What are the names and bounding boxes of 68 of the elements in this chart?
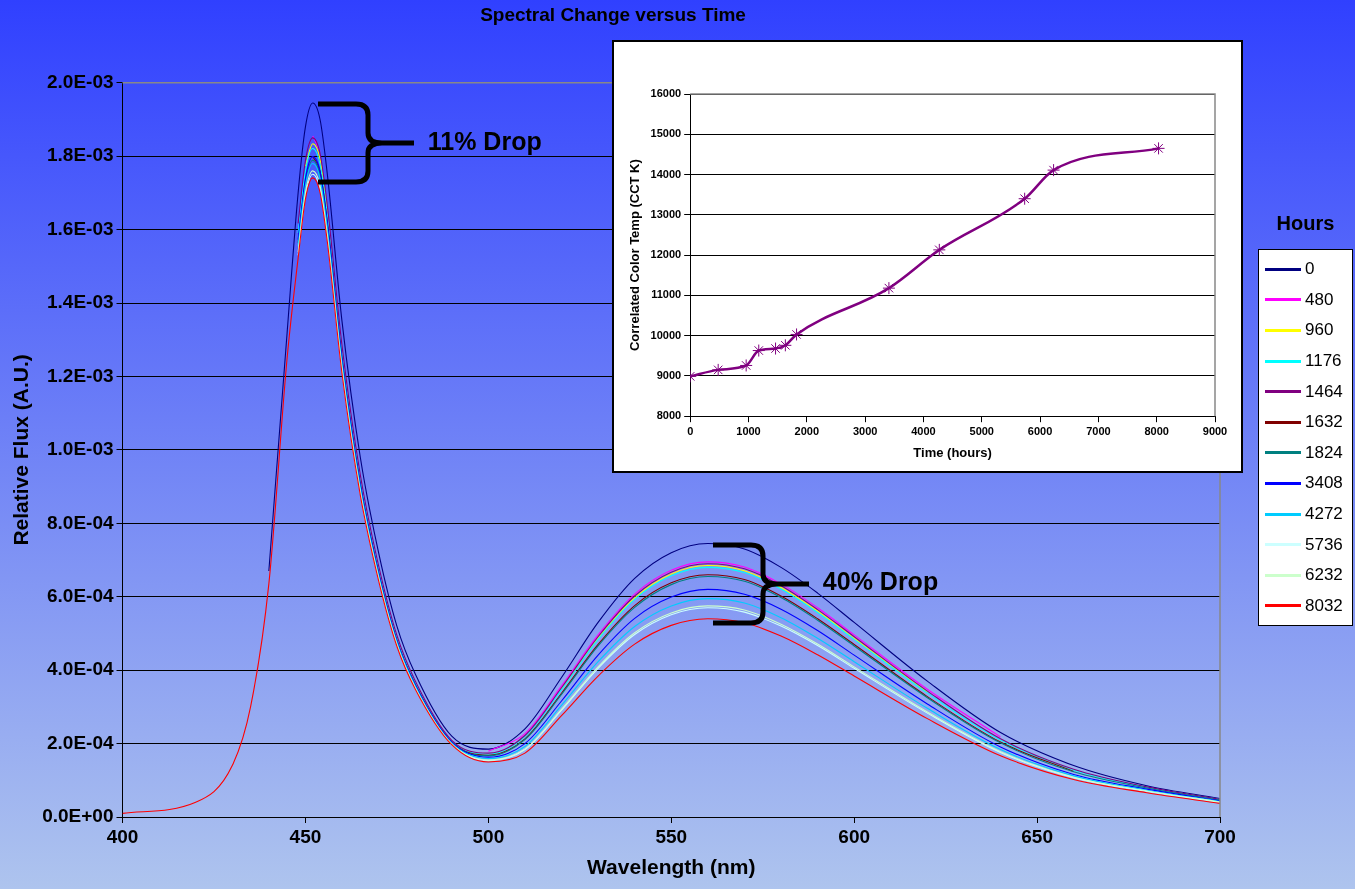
- point: [752, 344, 766, 358]
- point: [711, 363, 725, 377]
- legend-label: 1824: [1305, 442, 1343, 463]
- legend-label: 1176: [1305, 351, 1342, 372]
- legend-title: Hours: [1275, 212, 1336, 235]
- point: [1018, 192, 1032, 206]
- y-tick-label: 8000: [656, 409, 682, 422]
- legend-label: 960: [1305, 320, 1334, 341]
- y-axis-title: Correlated Color Temp (CCT K): [627, 159, 643, 352]
- y-tick-label: 6.0E-04: [46, 584, 114, 606]
- point: [769, 342, 783, 356]
- x-tick-label: 6000: [1027, 424, 1053, 437]
- y-axis-title: Relative Flux (A.U.): [9, 354, 33, 546]
- y-tick-label: 2.0E-04: [46, 731, 114, 753]
- x-tick-label: 9000: [1202, 424, 1228, 437]
- y-tick-label: 12000: [650, 248, 682, 261]
- x-tick-label: 0: [687, 424, 694, 437]
- x-axis-title: Wavelength (nm): [587, 855, 756, 879]
- y-tick-label: 10000: [650, 328, 682, 341]
- x-tick-label: 2000: [794, 424, 820, 437]
- y-tick-label: 0.0E+00: [42, 805, 114, 827]
- y-tick-label: 1.2E-03: [46, 364, 114, 386]
- x-tick-label: 700: [1204, 825, 1236, 847]
- x-tick-label: 7000: [1086, 424, 1111, 437]
- x-tick-label: 450: [289, 825, 322, 847]
- x-tick-label: 5000: [969, 424, 994, 437]
- legend-label: 1632: [1305, 412, 1343, 433]
- point: [778, 338, 792, 352]
- point: [1152, 141, 1166, 155]
- y-tick-label: 1.8E-03: [46, 144, 114, 166]
- y-tick-label: 1.0E-03: [46, 438, 114, 460]
- y-tick-label: 13000: [650, 207, 682, 220]
- x-tick-label: 4000: [911, 424, 936, 437]
- x-tick-label: 1000: [736, 424, 761, 437]
- point: [739, 358, 753, 372]
- y-tick-label: 11000: [651, 288, 682, 301]
- y-tick-label: 1.4E-03: [46, 291, 114, 313]
- legend-label: 8032: [1305, 595, 1343, 616]
- y-tick-label: 14000: [650, 167, 682, 180]
- legend-label: 4272: [1305, 504, 1343, 525]
- y-tick-label: 1.6E-03: [46, 217, 114, 239]
- point: [882, 281, 896, 295]
- y-tick-label: 4.0E-04: [46, 658, 114, 680]
- legend-label: 6232: [1305, 565, 1343, 586]
- chart-title: Spectral Change versus Time: [480, 3, 746, 25]
- y-tick-label: 9000: [656, 368, 682, 381]
- x-tick-label: 600: [838, 825, 871, 847]
- x-tick-label: 400: [106, 825, 139, 847]
- x-tick-label: 3000: [852, 424, 878, 437]
- legend-label: 5736: [1305, 534, 1343, 555]
- x-tick-label: 550: [655, 825, 688, 847]
- legend-label: 1464: [1305, 381, 1343, 402]
- y-tick-label: 2.0E-03: [46, 71, 114, 93]
- x-tick-label: 500: [472, 825, 505, 847]
- legend-label: 3408: [1305, 473, 1343, 494]
- point: [1047, 163, 1061, 177]
- point: [790, 327, 804, 341]
- legend-label: 0: [1305, 259, 1315, 280]
- y-tick-label: 8.0E-04: [46, 511, 114, 533]
- x-tick-label: 8000: [1144, 424, 1169, 437]
- point: [932, 243, 946, 257]
- x-axis-title: Time (hours): [913, 444, 992, 460]
- annotation: 40% Drop: [822, 567, 939, 596]
- y-tick-label: 16000: [650, 87, 682, 100]
- legend-label: 480: [1305, 289, 1334, 310]
- x-tick-label: 650: [1021, 825, 1053, 847]
- annotation: 11% Drop: [427, 126, 542, 155]
- y-tick-label: 15000: [650, 127, 682, 140]
